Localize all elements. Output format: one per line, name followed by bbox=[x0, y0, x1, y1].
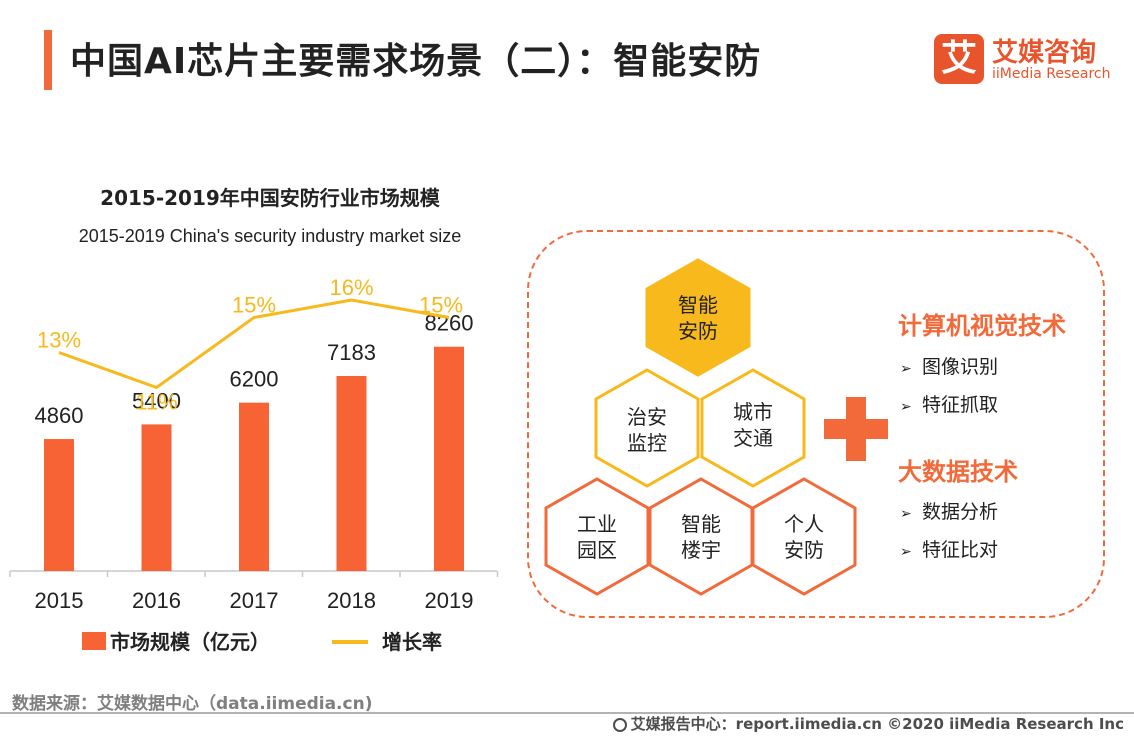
arrow-bullet-icon: ➢ bbox=[900, 399, 912, 415]
growth-rate-line bbox=[58, 298, 450, 390]
arrow-bullet-icon: ➢ bbox=[900, 506, 912, 522]
growth-rate-label: 15% bbox=[232, 293, 276, 318]
hex-label-line: 安防 bbox=[784, 538, 824, 562]
legend-swatch-bar bbox=[82, 632, 106, 650]
tech-item: ➢ 数据分析 bbox=[900, 497, 998, 524]
arrow-bullet-icon: ➢ bbox=[900, 544, 912, 560]
hex-label-personal-security: 个人 安防 bbox=[759, 511, 849, 563]
x-tick-label: 2017 bbox=[230, 588, 279, 613]
page-title: 中国AI芯片主要需求场景（二）：智能安防 bbox=[70, 41, 762, 82]
hex-label-line: 安防 bbox=[678, 319, 718, 343]
hex-label-line: 工业 bbox=[577, 512, 617, 536]
hex-public-surveillance bbox=[594, 368, 700, 488]
x-tick-label: 2019 bbox=[425, 588, 474, 613]
legend-label-growth-rate: 增长率 bbox=[382, 630, 442, 654]
growth-rate-label: 16% bbox=[329, 275, 373, 300]
footer-divider bbox=[0, 712, 1134, 714]
legend-swatch-line bbox=[332, 640, 368, 644]
growth-rate-label: 13% bbox=[37, 328, 81, 353]
bar-value-label: 5400 bbox=[132, 388, 181, 413]
tech-item-label: 数据分析 bbox=[922, 501, 999, 523]
hex-industrial-park bbox=[544, 477, 650, 596]
logo-mark: 艾 bbox=[934, 34, 984, 84]
tech-item-label: 图像识别 bbox=[922, 356, 999, 378]
hex-label-urban-traffic: 城市 交通 bbox=[708, 399, 798, 451]
hex-label-line: 智能 bbox=[678, 293, 718, 317]
hex-smart-security bbox=[645, 258, 751, 377]
hex-label-line: 城市 bbox=[733, 400, 773, 424]
data-source: 数据来源：艾媒数据中心（data.iimedia.cn) bbox=[12, 694, 373, 714]
bar-value-label: 4860 bbox=[35, 403, 84, 428]
hex-label-line: 治安 bbox=[627, 405, 667, 429]
plus-icon-bar bbox=[824, 419, 888, 439]
bar-2017 bbox=[239, 402, 269, 571]
logo-name-cn: 艾媒咨询 bbox=[992, 38, 1097, 68]
tech-heading-computer-vision: 计算机视觉技术 bbox=[898, 312, 1066, 340]
chart-title: 2015-2019年中国安防行业市场规模 bbox=[100, 186, 440, 210]
legend-label-market-size: 市场规模（亿元） bbox=[110, 630, 270, 654]
tech-item: ➢ 图像识别 bbox=[900, 352, 998, 379]
arrow-bullet-icon: ➢ bbox=[900, 361, 912, 377]
bar-value-label: 7183 bbox=[327, 340, 376, 365]
footer-credit: 艾媒报告中心：report.iimedia.cn ©2020 iiMedia R… bbox=[612, 713, 1124, 734]
tech-item-label: 特征比对 bbox=[922, 539, 999, 561]
title-accent-bar bbox=[44, 30, 52, 90]
hex-label-smart-building: 智能 楼宇 bbox=[656, 511, 746, 563]
hex-label-line: 园区 bbox=[577, 538, 617, 562]
growth-rate-label: 11% bbox=[135, 390, 177, 415]
tech-heading-big-data: 大数据技术 bbox=[898, 458, 1018, 486]
hex-label-industrial-park: 工业 园区 bbox=[552, 511, 642, 563]
scenario-panel bbox=[527, 230, 1105, 618]
hex-label-line: 监控 bbox=[627, 431, 667, 455]
bar-2019 bbox=[434, 346, 464, 571]
chart-subtitle: 2015-2019 China's security industry mark… bbox=[78, 226, 462, 246]
iimedia-logo: 艾 艾媒咨询 iiMedia Research bbox=[934, 32, 1114, 88]
tech-item: ➢ 特征比对 bbox=[900, 535, 998, 562]
tech-item-label: 特征抓取 bbox=[922, 394, 999, 416]
hex-label-line: 楼宇 bbox=[681, 538, 721, 562]
bar-value-label: 6200 bbox=[230, 367, 279, 392]
logo-name-en: iiMedia Research bbox=[992, 66, 1111, 82]
hex-urban-traffic bbox=[700, 368, 806, 488]
market-size-chart: 4860201554002016620020177183201882602019… bbox=[9, 275, 499, 613]
hex-personal-security bbox=[751, 477, 857, 596]
x-tick-label: 2018 bbox=[327, 588, 376, 613]
hex-label-line: 交通 bbox=[733, 426, 773, 450]
hex-label-line: 个人 bbox=[784, 512, 824, 536]
bar-2015 bbox=[44, 439, 74, 571]
globe-icon bbox=[612, 718, 627, 732]
tech-item: ➢ 特征抓取 bbox=[900, 390, 998, 417]
hex-label-line: 智能 bbox=[681, 512, 721, 536]
growth-rate-label: 15% bbox=[419, 293, 463, 318]
bar-2018 bbox=[336, 375, 367, 571]
hex-label-smart-security: 智能 安防 bbox=[653, 292, 743, 344]
x-tick-label: 2016 bbox=[132, 588, 181, 613]
hex-label-public-surveillance: 治安 监控 bbox=[602, 404, 692, 456]
footer-credit-text: 艾媒报告中心：report.iimedia.cn ©2020 iiMedia R… bbox=[630, 715, 1124, 733]
bar-2016 bbox=[141, 424, 172, 571]
x-tick-label: 2015 bbox=[35, 588, 84, 613]
